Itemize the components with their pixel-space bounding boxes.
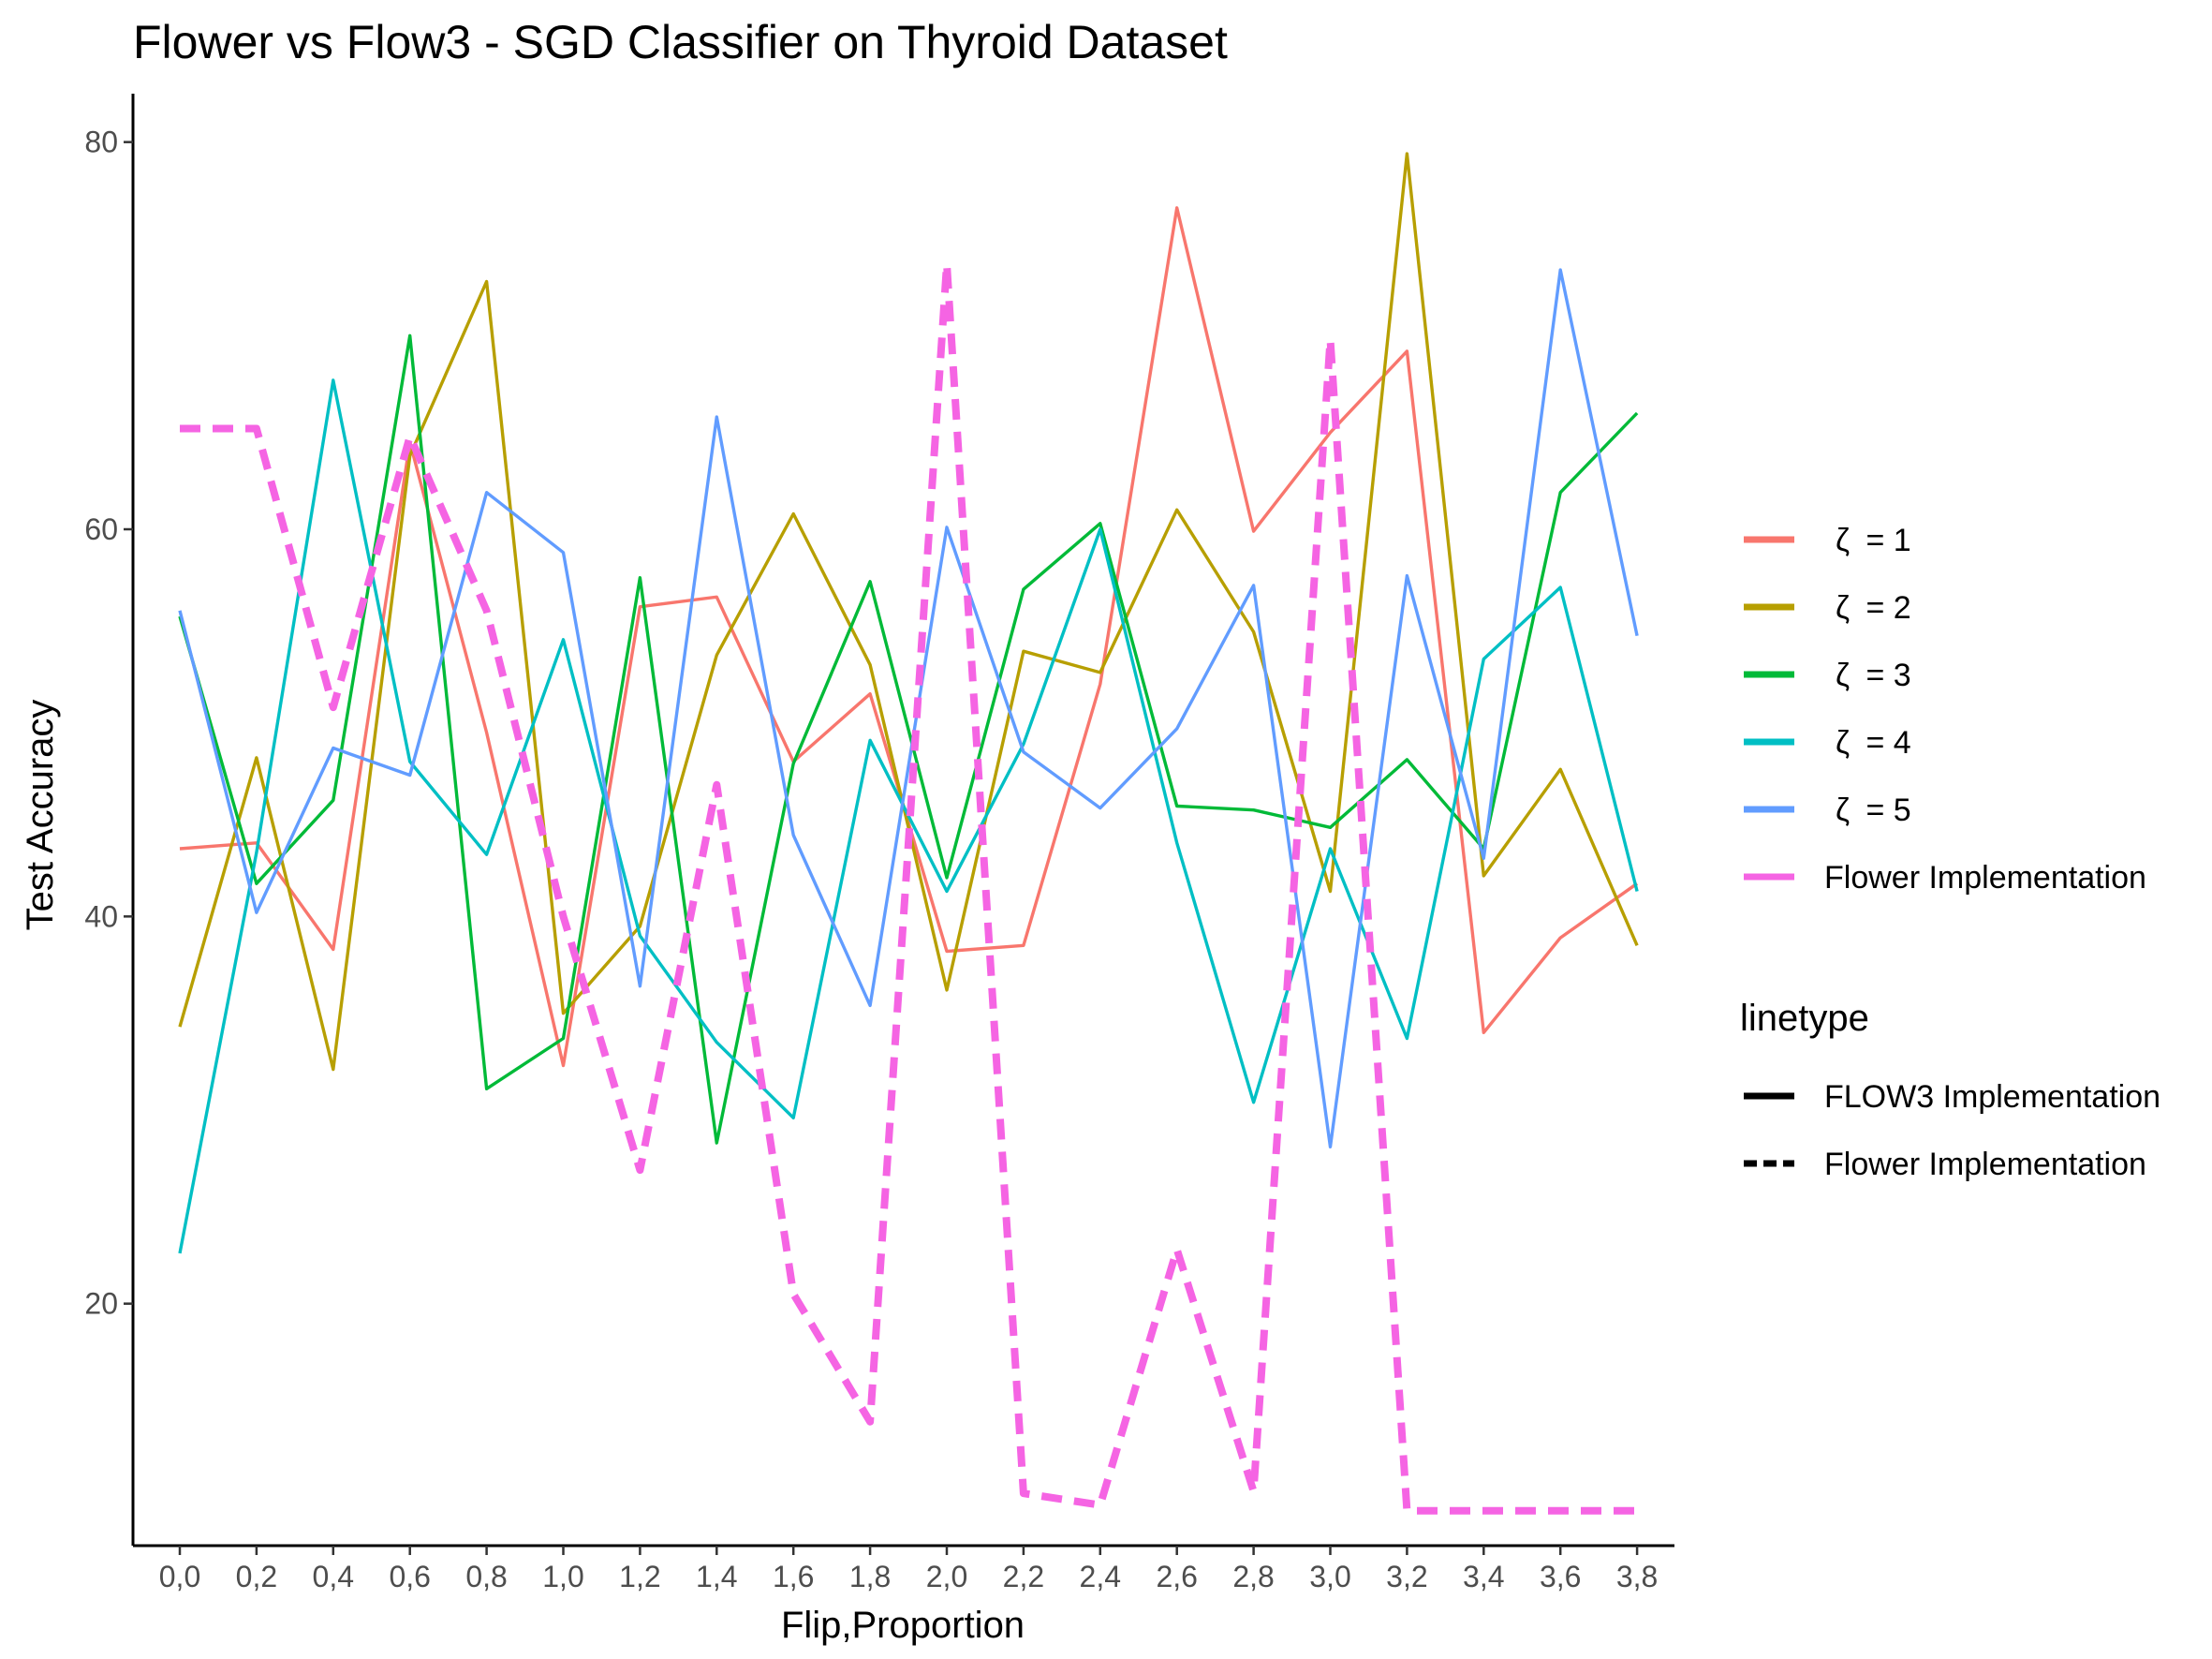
x-tick-label: 3,0 (1309, 1560, 1350, 1593)
y-tick-label: 40 (84, 899, 118, 933)
legend-label-1: ζ = 1 (1836, 523, 1911, 558)
x-tick-label: 2,6 (1156, 1560, 1197, 1593)
x-axis-title: Flip,Proportion (781, 1605, 1025, 1646)
x-tick-label: 1,4 (696, 1560, 737, 1593)
x-tick-label: 0,4 (313, 1560, 354, 1593)
legend-value: = 2 (1857, 590, 1911, 626)
x-tick-label: 1,6 (773, 1560, 814, 1593)
x-tick-label: 3,4 (1463, 1560, 1504, 1593)
y-tick-label: 20 (84, 1287, 118, 1321)
chart-title: Flower vs Flow3 - SGD Classifier on Thyr… (133, 16, 1228, 68)
legend-value: = 5 (1857, 792, 1911, 828)
y-tick-label: 60 (84, 512, 118, 546)
plot-area (178, 152, 1639, 1515)
linetype-label-2: Flower Implementation (1824, 1147, 2146, 1182)
legend-symbol: ζ (1836, 725, 1850, 761)
x-tick-label: 2,4 (1080, 1560, 1121, 1593)
y-axis-title: Test Accuracy (20, 700, 61, 931)
linetype-legend-title: linetype (1740, 998, 1869, 1039)
x-tick-label: 2,0 (926, 1560, 967, 1593)
x-tick-label: 3,2 (1386, 1560, 1427, 1593)
legend-value: = 4 (1857, 725, 1911, 761)
x-tick-label: 0,8 (465, 1560, 507, 1593)
x-tick-label: 2,2 (1003, 1560, 1044, 1593)
series-line-5 (178, 268, 1639, 1149)
legend-label-3: ζ = 3 (1836, 658, 1911, 693)
legend-label-6: Flower Implementation (1824, 860, 2146, 896)
x-tick-label: 1,8 (849, 1560, 891, 1593)
x-tick-label: 1,0 (542, 1560, 583, 1593)
x-tick-label: 3,6 (1540, 1560, 1581, 1593)
x-tick-label: 0,0 (159, 1560, 200, 1593)
x-tick-label: 0,2 (236, 1560, 277, 1593)
series-line-6 (180, 259, 1638, 1515)
x-tick-label: 2,8 (1232, 1560, 1274, 1593)
legend-label-4: ζ = 4 (1836, 725, 1911, 761)
series-line-1 (179, 206, 1639, 1068)
legend-symbol: ζ (1836, 658, 1850, 693)
x-tick-label: 3,8 (1616, 1560, 1658, 1593)
series-line-2 (178, 152, 1639, 1072)
x-tick-label: 1,2 (619, 1560, 660, 1593)
legend-symbol: ζ (1836, 792, 1850, 828)
legend-symbol: ζ (1836, 523, 1850, 558)
legend-value: = 3 (1857, 658, 1911, 693)
x-tick-label: 0,6 (389, 1560, 430, 1593)
legend-label-2: ζ = 2 (1836, 590, 1911, 626)
y-tick-label: 80 (84, 126, 118, 159)
axes: 20 40 60 80 0,0 0,2 0,4 0,6 0,8 1,0 1,2 1,4 1,6 1,8 2,… (84, 94, 1674, 1593)
legend-value: = 1 (1857, 523, 1911, 558)
linetype-label-1: FLOW3 Implementation (1824, 1079, 2160, 1115)
legend-label-5: ζ = 5 (1836, 792, 1911, 828)
legend-symbol: ζ (1836, 590, 1850, 626)
